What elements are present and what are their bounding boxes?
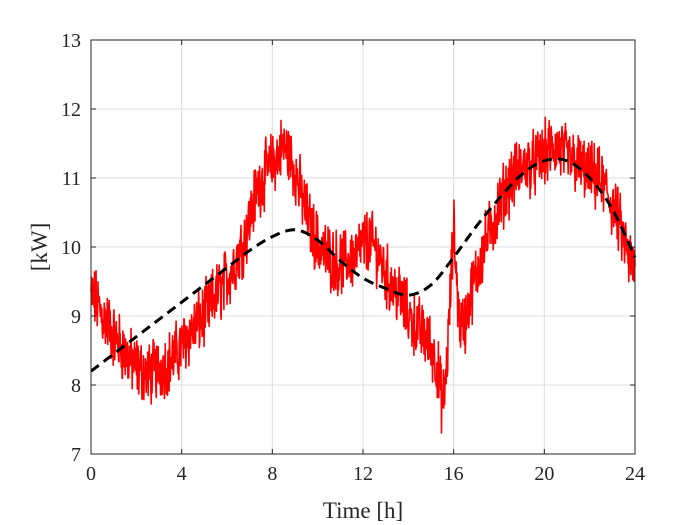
ticks: 0 4 8 12 16 20 24 7 8 9 10 11 12 13 — [61, 30, 645, 485]
y-tick-label: 12 — [61, 99, 81, 121]
series-layer — [90, 116, 637, 434]
y-tick-label: 7 — [71, 444, 81, 466]
x-tick-label: 8 — [267, 463, 277, 485]
x-tick-label: 0 — [86, 463, 96, 485]
series-line-forecast — [90, 157, 637, 373]
x-tick-label: 16 — [444, 463, 464, 485]
y-tick-label: 13 — [61, 30, 81, 52]
x-tick-label: 12 — [353, 463, 373, 485]
x-tick-label: 24 — [625, 463, 645, 485]
y-tick-label: 11 — [62, 168, 81, 190]
x-tick-label: 4 — [177, 463, 187, 485]
x-axis-label: Time [h] — [323, 498, 403, 523]
y-axis-label: [kW] — [27, 223, 52, 272]
grid — [91, 40, 635, 454]
y-tick-label: 10 — [61, 237, 81, 259]
y-tick-label: 8 — [71, 375, 81, 397]
x-tick-label: 20 — [534, 463, 554, 485]
series-line-measured — [90, 116, 636, 434]
y-tick-label: 9 — [71, 306, 81, 328]
